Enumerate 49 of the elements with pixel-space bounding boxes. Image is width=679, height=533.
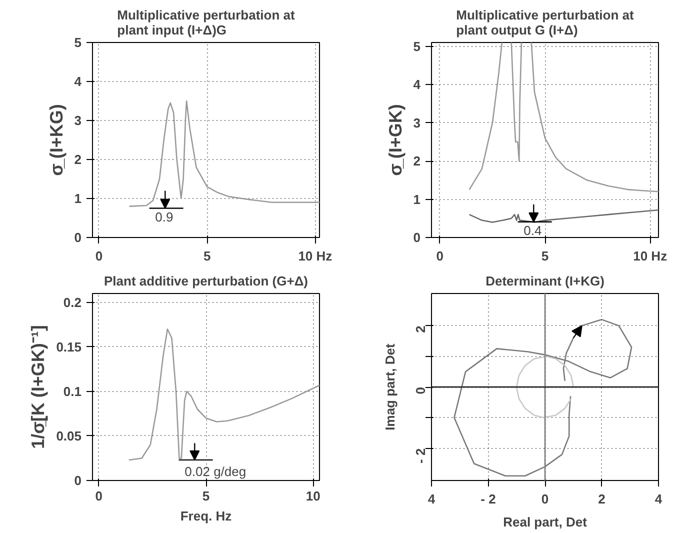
y-axis-title: σ̲ (I+GK) — [385, 104, 406, 176]
x-tick-label: 0 — [541, 492, 549, 506]
y-tick-label: 0 — [74, 230, 82, 245]
x-tick-label: 10 — [306, 488, 320, 504]
y-tick-label: 4 — [413, 77, 422, 92]
annotation: 0.4 — [524, 222, 542, 238]
x-tick-label: - 2 — [480, 492, 496, 506]
x-tick-label: 0 — [95, 248, 103, 264]
line-series — [128, 100, 320, 207]
annotation: 0.9 — [155, 209, 174, 224]
y-tick-label: 2 — [413, 154, 421, 169]
y-tick-label: 4 — [74, 74, 82, 89]
x-tick-label: 10 Hz — [298, 248, 333, 264]
x-axis-title: Real part, Det — [503, 514, 588, 530]
x-tick-label: 10 Hz — [633, 248, 668, 264]
y-tick-label: 0.1 — [63, 384, 82, 399]
chart-title: Multiplicative perturbation at plant input (I+Δ)G — [117, 8, 296, 38]
line-series — [128, 328, 320, 461]
x-tick-label: 5 — [203, 248, 211, 264]
y-axis-title: Imag part, Det — [382, 342, 398, 430]
y-tick-label: 3 — [413, 115, 421, 130]
y-tick-label: - 2 — [413, 448, 428, 464]
chart-title: Multiplicative perturbation at plant output G (I+Δ) — [456, 8, 635, 38]
y-axis-title: σ̲ (I+KG) — [46, 104, 66, 176]
y-tick-label: 1 — [413, 192, 421, 207]
line-series — [468, 209, 658, 223]
y-tick-label: 1 — [74, 191, 82, 206]
y-tick-label: 5 — [74, 35, 82, 50]
y-tick-label: 0 — [74, 473, 82, 488]
y-tick-label: 0.05 — [56, 428, 82, 444]
chart-title: Determinant (I+KG) — [486, 274, 604, 288]
y-tick-label: 3 — [74, 113, 82, 128]
y-tick-label: 5 — [413, 38, 421, 54]
chart-title: Plant additive perturbation (G+Δ) — [104, 274, 308, 288]
y-tick-label: 2 — [74, 152, 82, 167]
x-tick-label: 0 — [95, 488, 103, 504]
y-axis-title: 1/σ̲[K (I+GK)⁻¹] — [28, 325, 48, 449]
x-tick-label: 5 — [202, 488, 210, 504]
y-tick-label: 0.2 — [63, 294, 82, 310]
y-tick-label: 0 — [413, 230, 421, 245]
annotation: 0.02 g/deg — [184, 464, 246, 479]
x-tick-label: 5 — [541, 248, 549, 264]
x-axis-title: Freq. Hz — [180, 508, 232, 524]
x-tick-label: 0 — [436, 248, 444, 264]
y-tick-label: 2 — [413, 326, 428, 333]
y-tick-label: 0.15 — [56, 339, 82, 354]
x-tick-label: 2 — [598, 492, 606, 506]
y-tick-label: 0 — [413, 386, 428, 394]
x-tick-label: 4 — [654, 492, 663, 506]
